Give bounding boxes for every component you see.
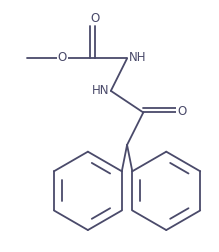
Text: O: O (90, 12, 99, 25)
Text: O: O (58, 51, 67, 64)
Text: HN: HN (92, 84, 110, 97)
Text: NH: NH (128, 51, 146, 64)
Text: O: O (177, 105, 186, 118)
